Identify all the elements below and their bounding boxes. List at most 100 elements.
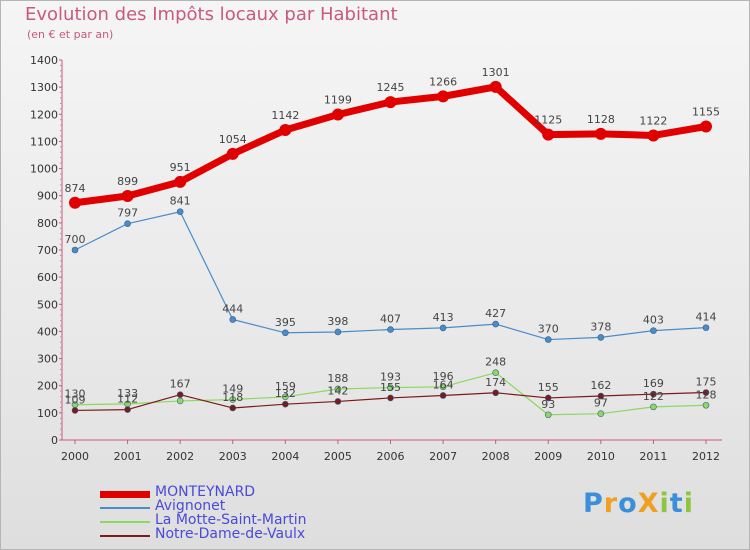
- x-tick-label: 2012: [692, 450, 720, 463]
- data-label: 700: [65, 233, 86, 246]
- logo-letter: o: [618, 488, 638, 519]
- legend-swatch: [100, 491, 150, 498]
- x-tick-label: 2009: [534, 450, 562, 463]
- data-label: 175: [696, 376, 717, 389]
- data-point: [650, 403, 657, 411]
- data-point: [439, 392, 447, 399]
- y-tick-label: 400: [37, 325, 58, 338]
- data-point: [650, 390, 657, 398]
- data-point: [282, 393, 289, 401]
- data-label: 1054: [219, 133, 247, 146]
- data-point: [334, 328, 342, 336]
- data-point: [384, 96, 397, 109]
- x-tick-label: 2008: [482, 450, 510, 463]
- data-point: [492, 389, 499, 397]
- data-label: 133: [117, 387, 138, 400]
- logo-letter: i: [683, 488, 694, 519]
- data-label: 797: [117, 207, 138, 220]
- data-label: 155: [538, 381, 559, 394]
- logo-letter: i: [659, 488, 670, 519]
- data-label: 395: [275, 316, 296, 329]
- data-label: 155: [380, 381, 401, 394]
- logo-letter: r: [603, 488, 619, 519]
- y-tick-label: 0: [51, 434, 58, 447]
- data-label: 444: [222, 302, 243, 315]
- data-point: [439, 383, 447, 391]
- y-tick-label: 700: [37, 244, 58, 257]
- data-label: 112: [117, 393, 138, 406]
- data-label: 193: [380, 371, 401, 384]
- data-label: 414: [696, 311, 717, 324]
- x-tick-label: 2011: [639, 450, 667, 463]
- data-label: 378: [590, 320, 611, 333]
- y-tick-label: 500: [37, 298, 58, 311]
- data-label: 174: [485, 376, 506, 389]
- legend-swatch: [100, 521, 150, 523]
- x-tick-label: 2005: [324, 450, 352, 463]
- data-label: 407: [380, 313, 401, 326]
- data-point: [702, 324, 710, 331]
- data-label: 93: [541, 398, 555, 411]
- data-point: [700, 120, 712, 133]
- data-point: [176, 208, 184, 216]
- legend-swatch: [100, 535, 150, 537]
- data-label: 109: [65, 393, 86, 406]
- data-point: [439, 324, 447, 332]
- data-label: 874: [65, 182, 86, 195]
- y-tick-label: 1100: [30, 135, 58, 148]
- data-point: [594, 127, 607, 140]
- data-point: [282, 400, 289, 408]
- data-label: 142: [327, 384, 348, 397]
- x-tick-label: 2004: [271, 450, 299, 463]
- legend-label: Notre-Dame-de-Vaulx: [155, 526, 306, 542]
- data-point: [387, 394, 394, 402]
- data-point: [71, 407, 79, 414]
- data-point: [542, 128, 555, 141]
- data-label: 169: [643, 377, 664, 390]
- data-point: [279, 124, 292, 137]
- data-point: [71, 246, 79, 254]
- data-label: 370: [538, 323, 559, 336]
- data-label: 167: [170, 378, 191, 391]
- y-tick-label: 1300: [30, 81, 58, 94]
- data-label: 162: [590, 379, 611, 392]
- data-point: [437, 90, 450, 103]
- data-point: [226, 147, 239, 160]
- x-tick-label: 2001: [114, 450, 142, 463]
- data-point: [647, 129, 660, 142]
- data-point: [597, 410, 605, 417]
- data-label: 1128: [587, 113, 615, 126]
- data-point: [387, 384, 394, 391]
- data-point: [597, 334, 605, 341]
- data-label: 1125: [534, 114, 562, 127]
- data-point: [544, 394, 552, 402]
- y-tick-label: 1200: [30, 108, 58, 121]
- data-point: [121, 189, 134, 202]
- legend-label: MONTEYNARD: [155, 484, 256, 500]
- data-label: 1155: [692, 106, 720, 119]
- y-tick-label: 600: [37, 271, 58, 284]
- data-label: 841: [170, 195, 191, 208]
- data-point: [334, 385, 342, 393]
- data-label: 97: [594, 397, 608, 410]
- data-point: [492, 320, 499, 328]
- x-tick-label: 2006: [377, 450, 405, 463]
- data-label: 128: [696, 388, 717, 401]
- legend-swatch: [100, 507, 150, 509]
- data-label: 130: [65, 388, 86, 401]
- data-label: 1245: [377, 81, 405, 94]
- x-tick-label: 2002: [166, 450, 194, 463]
- data-label: 1301: [482, 66, 510, 79]
- data-point: [174, 175, 187, 188]
- data-point: [124, 406, 131, 413]
- data-point: [124, 220, 131, 227]
- proxiti-logo: ProXiti: [583, 488, 694, 519]
- data-label: 164: [433, 378, 454, 391]
- y-tick-label: 300: [37, 353, 58, 366]
- legend-label: Avignonet: [155, 498, 226, 514]
- y-tick-label: 1400: [30, 54, 58, 67]
- data-point: [650, 327, 657, 334]
- data-point: [176, 391, 184, 398]
